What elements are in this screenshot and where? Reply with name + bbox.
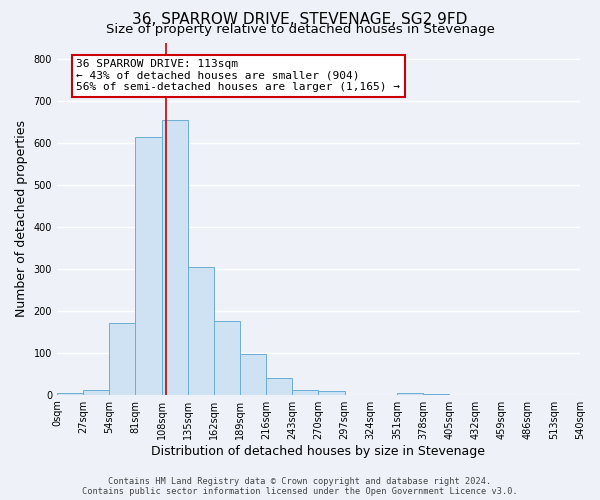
- Text: 36 SPARROW DRIVE: 113sqm
← 43% of detached houses are smaller (904)
56% of semi-: 36 SPARROW DRIVE: 113sqm ← 43% of detach…: [76, 60, 400, 92]
- Text: 36, SPARROW DRIVE, STEVENAGE, SG2 9FD: 36, SPARROW DRIVE, STEVENAGE, SG2 9FD: [133, 12, 467, 28]
- Bar: [161, 120, 188, 394]
- Bar: [397, 393, 423, 394]
- Bar: [319, 390, 344, 394]
- Bar: [57, 393, 83, 394]
- Bar: [214, 322, 240, 394]
- Bar: [266, 378, 292, 394]
- Bar: [240, 354, 266, 395]
- Text: Size of property relative to detached houses in Stevenage: Size of property relative to detached ho…: [106, 24, 494, 36]
- Text: Contains HM Land Registry data © Crown copyright and database right 2024.
Contai: Contains HM Land Registry data © Crown c…: [82, 476, 518, 496]
- Bar: [109, 324, 136, 394]
- Bar: [83, 390, 109, 394]
- Bar: [188, 267, 214, 394]
- X-axis label: Distribution of detached houses by size in Stevenage: Distribution of detached houses by size …: [151, 444, 485, 458]
- Y-axis label: Number of detached properties: Number of detached properties: [15, 120, 28, 317]
- Bar: [136, 137, 161, 394]
- Bar: [292, 390, 319, 394]
